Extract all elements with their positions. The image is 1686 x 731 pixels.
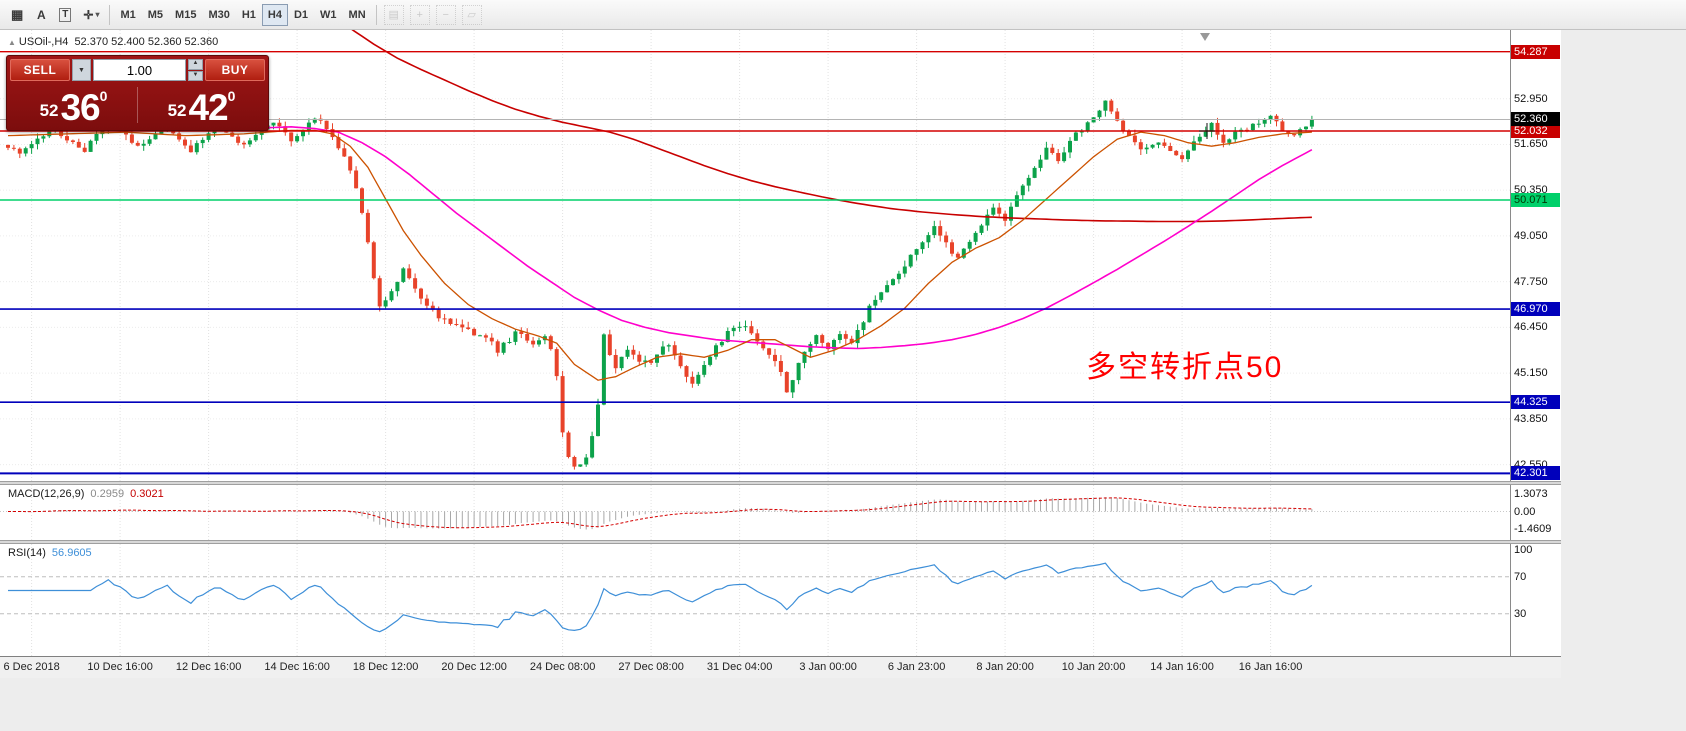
date-label: 14 Dec 16:00 (264, 661, 330, 673)
symbol-ohlc: 52.370 52.400 52.360 52.360 (74, 36, 219, 48)
macd-main-value: 0.2959 (90, 488, 125, 500)
one-click-trade-panel: SELL ▼ ▲ ▼ BUY 52 36 0 52 42 0 (6, 55, 269, 131)
sell-button[interactable]: SELL (10, 59, 70, 81)
date-label: 8 Jan 20:00 (976, 661, 1034, 673)
zoom-out-icon[interactable]: − (435, 4, 456, 25)
price-tick: 47.750 (1514, 275, 1548, 288)
price-tick: 52.950 (1514, 92, 1548, 105)
timeframe-m15[interactable]: M15 (175, 8, 197, 21)
macd-axis-label: 1.3073 (1514, 488, 1548, 500)
date-label: 14 Jan 16:00 (1150, 661, 1214, 673)
date-label: 20 Dec 12:00 (441, 661, 507, 673)
buy-price-pips: 42 (188, 86, 228, 128)
date-label: 10 Dec 16:00 (87, 661, 153, 673)
timeframe-d1[interactable]: D1 (293, 8, 309, 21)
rsi-axis-label: 100 (1514, 544, 1533, 556)
rsi-label: RSI(14) 56.9605 (8, 547, 92, 559)
chart-area[interactable] (0, 30, 1561, 678)
chart-type-icon[interactable]: ▱ (461, 4, 482, 25)
macd-signal-value: 0.3021 (130, 488, 164, 500)
lot-stepper: ▲ ▼ (188, 59, 203, 81)
sell-price-point: 0 (99, 88, 108, 104)
text-box-glyph: T (59, 7, 72, 22)
sell-price-whole: 52 (39, 101, 59, 120)
symbol-header: ▲ USOil-,H4 52.370 52.400 52.360 52.360 (8, 36, 218, 48)
crosshair-glyph: ✛ (83, 7, 94, 22)
timeframe-m1[interactable]: M1 (120, 8, 136, 21)
rsi-name: RSI(14) (8, 547, 46, 559)
zoom-in-icon[interactable]: + (409, 4, 430, 25)
macd-axis-label: -1.4609 (1514, 523, 1552, 535)
chart-annotation-text: 多空转折点50 (1086, 351, 1284, 384)
date-label: 27 Dec 08:00 (618, 661, 684, 673)
text-label-icon[interactable]: A (36, 7, 46, 22)
chart-shift-marker[interactable] (1200, 33, 1210, 41)
indicators-icon[interactable]: ▤ (383, 4, 404, 25)
timeframe-m5[interactable]: M5 (147, 8, 164, 21)
buy-price-whole: 52 (167, 101, 187, 120)
date-label: 12 Dec 16:00 (175, 661, 242, 673)
price-tag-46.970: 46.970 (1511, 302, 1560, 317)
timeframe-group: M1 M5 M15 M30 H1 H4 D1 W1 MN (114, 3, 371, 26)
lot-increase-button[interactable]: ▲ (188, 59, 203, 70)
buy-price-point: 0 (227, 88, 236, 104)
symbol-collapse-icon[interactable]: ▲ (8, 38, 16, 47)
timeframe-h1[interactable]: H1 (241, 8, 256, 21)
buy-button[interactable]: BUY (205, 59, 265, 81)
ma-short-orange (7, 129, 1312, 381)
sell-price[interactable]: 52 36 0 (10, 83, 137, 127)
sell-price-pips: 36 (60, 86, 100, 128)
date-axis[interactable]: 6 Dec 2018 10 Dec 16:00 12 Dec 16:00 14 Dec… (0, 656, 1561, 678)
price-tick: 45.150 (1514, 367, 1548, 380)
rsi-axis-label: 70 (1514, 570, 1527, 583)
crosshair-tool-icon[interactable]: ✛ ▾ (77, 4, 105, 26)
price-tag-54.287: 54.287 (1511, 44, 1560, 59)
date-label: 6 Dec 2018 (3, 661, 60, 673)
price-divider (137, 87, 138, 123)
rsi-value: 56.9605 (51, 547, 92, 559)
price-tag-52.032: 52.032 (1511, 124, 1560, 138)
price-tag-42.301: 42.301 (1511, 466, 1560, 481)
timeframe-m30[interactable]: M30 (208, 8, 230, 21)
macd-panel (0, 497, 1510, 530)
price-tag-50.071: 50.071 (1511, 193, 1560, 207)
toolbar-separator (375, 4, 377, 25)
date-label: 16 Jan 16:00 (1238, 661, 1303, 673)
price-tick: 51.650 (1514, 138, 1548, 151)
chart-window-icon[interactable]: ▦ (11, 6, 24, 22)
price-tick: 49.050 (1514, 229, 1548, 242)
date-label: 10 Jan 20:00 (1061, 661, 1126, 673)
date-label: 24 Dec 08:00 (529, 661, 596, 673)
date-label: 31 Dec 04:00 (706, 661, 773, 673)
price-tick: 43.850 (1514, 412, 1548, 425)
timeframe-w1[interactable]: W1 (320, 8, 337, 21)
date-label: 18 Dec 12:00 (352, 661, 419, 673)
current-price-tag: 52.360 (1511, 112, 1560, 127)
timeframe-mn[interactable]: MN (348, 8, 366, 21)
toolbar-separator (109, 4, 111, 25)
ma-long-red (351, 30, 1312, 223)
rsi-panel (0, 562, 1510, 633)
disabled-tools-group: ▤ + − ▱ (381, 4, 485, 25)
price-scale[interactable]: 52.950 51.650 50.350 49.050 47.750 46.450 45.1… (1510, 30, 1561, 656)
toolbar: ▦ A T ✛ ▾ M1 M5 M15 M30 H1 H4 D1 W1 MN ▤ + − ▱ (0, 0, 1686, 30)
rsi-axis-label: 30 (1514, 607, 1527, 620)
buy-price[interactable]: 52 42 0 (138, 83, 265, 127)
date-label: 3 Jan 00:00 (799, 661, 857, 673)
macd-axis-label: 0.00 (1514, 505, 1536, 518)
lot-dropdown-button[interactable]: ▼ (72, 59, 91, 81)
chevron-down-icon: ▾ (95, 10, 100, 19)
symbol-title: USOil-,H4 (18, 36, 69, 48)
date-label: 6 Jan 23:00 (887, 661, 946, 673)
macd-name: MACD(12,26,9) (8, 488, 85, 500)
lot-decrease-button[interactable]: ▼ (188, 70, 203, 81)
timeframe-h4[interactable]: H4 (261, 3, 288, 26)
price-tag-44.325: 44.325 (1511, 395, 1560, 410)
price-tick: 46.450 (1514, 321, 1548, 334)
text-box-icon[interactable]: T (53, 4, 77, 26)
macd-label: MACD(12,26,9) 0.2959 0.3021 (8, 488, 164, 500)
lot-size-input[interactable] (93, 59, 186, 81)
